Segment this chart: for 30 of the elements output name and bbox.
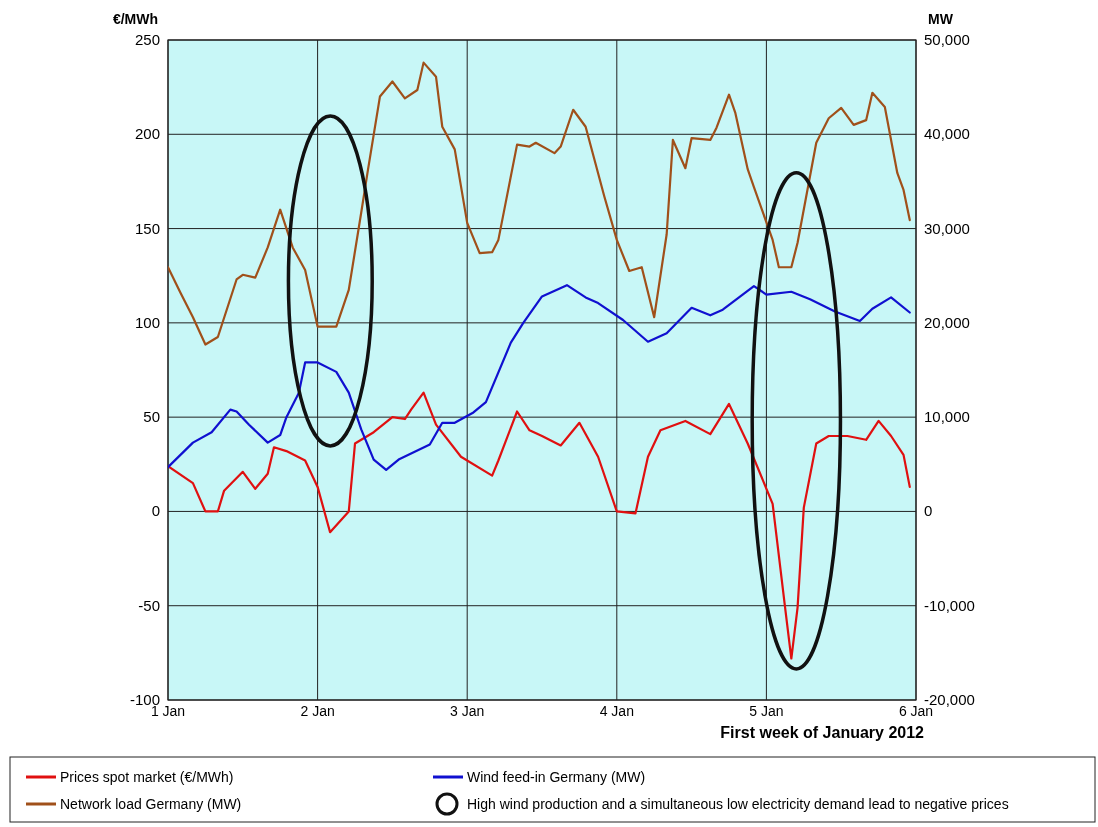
line-series — [168, 391, 911, 660]
legend-label: Prices spot market (€/MWh) — [60, 769, 234, 785]
y2-tick-label: -10,000 — [924, 596, 975, 614]
y2-tick-label: 10,000 — [924, 408, 970, 426]
legend-label: Network load Germany (MW) — [60, 796, 242, 812]
y-tick-label: 200 — [134, 125, 160, 143]
y2-axis-title: MW — [928, 11, 954, 27]
y2-tick-label: -20,000 — [924, 691, 975, 708]
y-tick-label: -50 — [138, 596, 160, 614]
line-series — [168, 284, 911, 472]
y-tick-label: 0 — [151, 502, 160, 520]
legend-label: Wind feed-in Germany (MW) — [467, 769, 646, 785]
y-tick-label: 50 — [143, 408, 160, 426]
y2-tick-label: 40,000 — [924, 125, 970, 143]
y-tick-label: 100 — [134, 313, 160, 331]
x-tick-label: 2 Jan — [300, 703, 335, 719]
y2-tick-label: 20,000 — [924, 313, 970, 331]
x-axis-title: First week of January 2012 — [720, 724, 925, 741]
y2-tick-label: 30,000 — [924, 219, 970, 237]
y2-tick-label: 50,000 — [924, 31, 970, 48]
y-tick-label: -100 — [129, 691, 160, 708]
line-series — [168, 61, 911, 346]
y2-tick-label: 0 — [924, 502, 933, 520]
x-tick-label: 3 Jan — [450, 703, 485, 719]
x-tick-label: 4 Jan — [599, 703, 634, 719]
y-tick-label: 150 — [134, 219, 160, 237]
x-tick-label: 5 Jan — [749, 703, 784, 719]
text: High wind production and a simultaneous low electricity demand lead to negative prices — [467, 796, 1009, 812]
y-tick-label: 250 — [134, 31, 160, 48]
y-axis-title: €/MWh — [112, 11, 158, 27]
